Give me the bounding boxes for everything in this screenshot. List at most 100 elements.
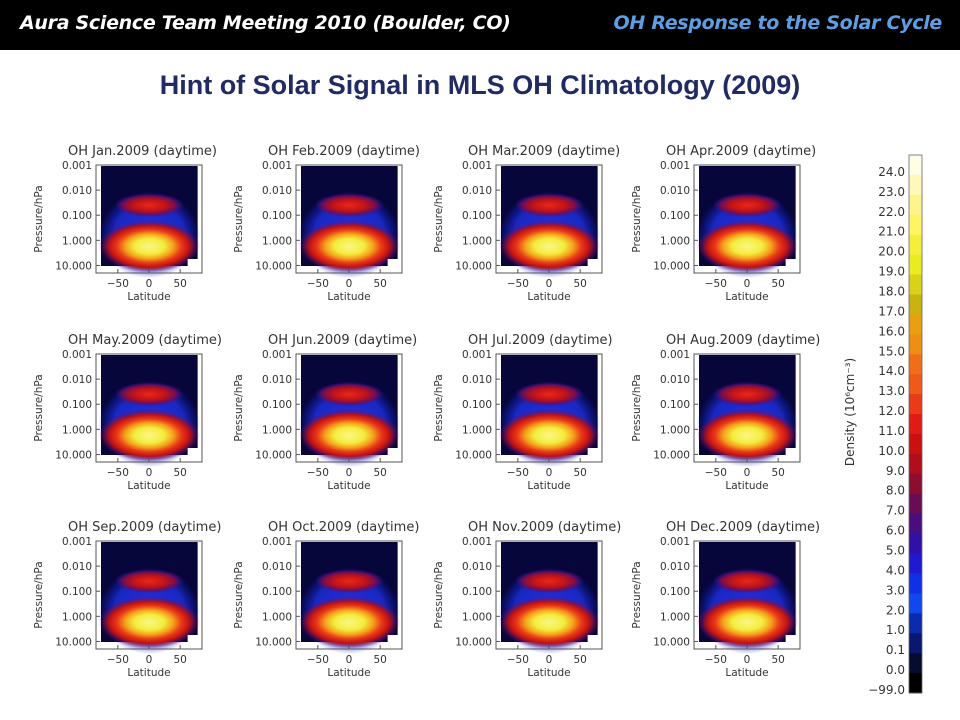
panel-jun: OH Jun.2009 (daytime)0.001 0.010 0.100 1.00… — [233, 333, 417, 492]
x-tick-label: 50 — [573, 467, 586, 479]
x-tick-label: 0 — [744, 278, 751, 290]
panel-title: OH Mar.2009 (daytime) — [468, 144, 620, 159]
x-tick-label: 0 — [146, 654, 153, 666]
y-tick-label: 0.010 — [462, 561, 492, 573]
y-tick-label: 0.001 — [462, 349, 492, 361]
y-tick-label: 0.001 — [660, 160, 690, 172]
y-tick-label: 0.001 — [262, 349, 292, 361]
y-tick-label: 1.000 — [462, 235, 492, 247]
x-tick-label: −50 — [307, 654, 329, 666]
panel-title: OH Aug.2009 (daytime) — [666, 333, 820, 348]
x-tick-label: −50 — [507, 278, 529, 290]
panel-title: OH Feb.2009 (daytime) — [268, 144, 420, 159]
panel-may: OH May.2009 (daytime)0.001 0.010 0.100 1.00… — [33, 333, 222, 492]
y-tick-label: 0.100 — [262, 586, 292, 598]
colorbar-tick-label: 13.0 — [878, 384, 905, 398]
x-tick-label: 0 — [146, 278, 153, 290]
mesospheric-oh-band — [114, 193, 185, 218]
x-axis-label: Latitude — [127, 480, 170, 492]
colorbar-swatch — [909, 354, 922, 375]
colorbar-swatch — [909, 673, 922, 694]
panel-title: OH Jan.2009 (daytime) — [68, 144, 217, 159]
colorbar-tick-label: 3.0 — [886, 583, 905, 597]
y-tick-label: 1.000 — [62, 235, 92, 247]
y-axis-label: Pressure/hPa — [631, 185, 643, 252]
x-axis-label: Latitude — [725, 291, 768, 303]
colorbar-tick-label: −99.0 — [868, 683, 905, 697]
y-tick-label: 0.001 — [262, 160, 292, 172]
panel-title: OH Jul.2009 (daytime) — [468, 333, 613, 348]
x-tick-label: 50 — [771, 278, 784, 290]
stratospheric-oh-peak — [697, 596, 798, 649]
colorbar-tick-label: 15.0 — [878, 344, 905, 358]
y-axis-label: Pressure/hPa — [631, 374, 643, 441]
stratospheric-oh-peak — [99, 409, 200, 462]
mesospheric-oh-band — [712, 382, 783, 407]
panel-jan: OH Jan.2009 (daytime)0.001 0.010 0.100 1.00… — [33, 144, 217, 303]
colorbar-swatch — [909, 274, 922, 295]
colorbar-tick-label: 19.0 — [878, 265, 905, 279]
panel-title: OH Oct.2009 (daytime) — [268, 520, 419, 535]
x-axis-label: Latitude — [327, 667, 370, 679]
stratospheric-oh-peak — [299, 220, 400, 273]
x-axis-label: Latitude — [127, 667, 170, 679]
y-tick-label: 10.000 — [255, 260, 292, 272]
colorbar-swatch — [909, 433, 922, 455]
y-tick-label: 0.001 — [660, 536, 690, 548]
stratospheric-oh-peak — [99, 220, 200, 273]
colorbar-tick-label: 2.0 — [886, 603, 905, 617]
colorbar-tick-label: 0.0 — [886, 663, 905, 677]
x-axis-label: Latitude — [725, 480, 768, 492]
stratospheric-oh-peak — [499, 596, 600, 649]
colorbar-swatch — [909, 633, 922, 654]
colorbar-tick-label: 11.0 — [878, 424, 905, 438]
y-tick-label: 1.000 — [660, 611, 690, 623]
colorbar-swatch — [909, 294, 922, 315]
colorbar-swatch — [909, 613, 922, 634]
colorbar-swatch — [909, 374, 922, 395]
colorbar-tick-label: 21.0 — [878, 225, 905, 239]
x-tick-label: −50 — [307, 278, 329, 290]
y-axis-label: Pressure/hPa — [233, 561, 245, 628]
colorbar-tick-label: 4.0 — [886, 563, 905, 577]
panel-apr: OH Apr.2009 (daytime)0.001 0.010 0.100 1.00… — [631, 144, 816, 303]
x-tick-label: −50 — [705, 278, 727, 290]
y-tick-label: 10.000 — [653, 449, 690, 461]
stratospheric-oh-peak — [499, 409, 600, 462]
y-tick-label: 10.000 — [455, 260, 492, 272]
x-tick-label: 50 — [373, 654, 386, 666]
x-axis-label: Latitude — [327, 480, 370, 492]
y-tick-label: 10.000 — [255, 636, 292, 648]
panel-oct: OH Oct.2009 (daytime)0.001 0.010 0.100 1.00… — [233, 520, 419, 679]
x-tick-label: −50 — [307, 467, 329, 479]
x-tick-label: −50 — [705, 467, 727, 479]
colorbar-swatch — [909, 653, 922, 674]
stratospheric-oh-peak — [299, 409, 400, 462]
x-tick-label: 0 — [346, 654, 353, 666]
y-tick-label: 0.100 — [62, 210, 92, 222]
colorbar-swatch — [909, 194, 922, 216]
y-tick-label: 1.000 — [660, 235, 690, 247]
y-tick-label: 0.010 — [262, 374, 292, 386]
x-tick-label: 50 — [573, 654, 586, 666]
y-tick-label: 0.100 — [462, 586, 492, 598]
mesospheric-oh-band — [114, 382, 185, 407]
x-tick-label: 0 — [546, 654, 553, 666]
x-tick-label: −50 — [507, 467, 529, 479]
colorbar-tick-label: 17.0 — [878, 304, 905, 318]
y-axis-label: Pressure/hPa — [433, 561, 445, 628]
y-tick-label: 10.000 — [455, 636, 492, 648]
panel-title: OH Nov.2009 (daytime) — [468, 520, 621, 535]
y-tick-label: 1.000 — [462, 424, 492, 436]
colorbar-tick-label: 7.0 — [886, 504, 905, 518]
colorbar-tick-label: 24.0 — [878, 165, 905, 179]
data-gap — [587, 448, 600, 462]
y-tick-label: 0.100 — [262, 399, 292, 411]
colorbar-swatch — [909, 234, 922, 256]
y-tick-label: 0.001 — [660, 349, 690, 361]
mesospheric-oh-band — [314, 193, 385, 218]
y-axis-label: Pressure/hPa — [33, 185, 45, 252]
panel-feb: OH Feb.2009 (daytime)0.001 0.010 0.100 1.00… — [233, 144, 420, 303]
colorbar-swatch — [909, 493, 922, 515]
x-tick-label: 0 — [744, 467, 751, 479]
